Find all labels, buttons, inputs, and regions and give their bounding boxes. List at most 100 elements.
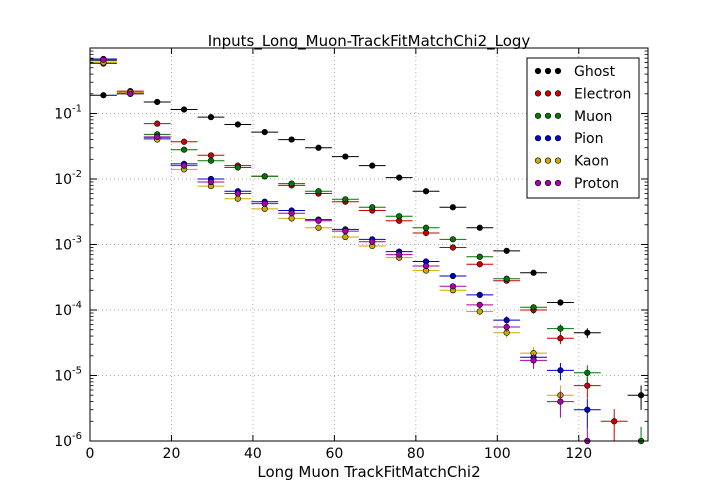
x-tick-label: 20 xyxy=(163,446,181,462)
data-point xyxy=(100,92,107,99)
legend-marker xyxy=(534,90,542,97)
data-point xyxy=(449,272,457,280)
data-point xyxy=(154,98,161,106)
y-tick-label: 10-5 xyxy=(54,366,82,385)
data-point xyxy=(530,269,537,276)
data-point xyxy=(476,291,483,299)
data-point xyxy=(315,217,322,224)
data-point xyxy=(584,382,591,389)
data-point xyxy=(207,152,215,159)
legend-marker xyxy=(554,135,562,142)
data-point xyxy=(288,215,295,222)
legend: Ghost Electron Muon Pion Kaon Proton xyxy=(526,57,640,199)
data-point xyxy=(396,213,403,220)
data-point xyxy=(476,261,483,268)
y-tick-exponent: -3 xyxy=(72,235,82,246)
data-point xyxy=(342,233,349,241)
legend-label: Kaon xyxy=(574,154,609,170)
data-point xyxy=(557,325,564,332)
data-point xyxy=(234,121,241,128)
data-point xyxy=(476,224,483,231)
legend-item-pion: Pion xyxy=(534,131,603,147)
data-point xyxy=(180,138,188,145)
data-point xyxy=(503,323,510,331)
legend-marker xyxy=(534,179,542,187)
data-point xyxy=(342,196,349,203)
data-point xyxy=(422,262,430,270)
legend-item-muon: Muon xyxy=(534,109,612,125)
legend-marker xyxy=(554,157,562,164)
legend-label: Proton xyxy=(574,176,619,192)
data-point xyxy=(261,205,268,212)
y-tick-base: 10 xyxy=(54,434,72,450)
data-point xyxy=(369,238,376,245)
legend-marker xyxy=(534,112,542,119)
data-point xyxy=(369,162,376,169)
data-point xyxy=(530,357,537,364)
data-point xyxy=(127,90,134,97)
data-point xyxy=(180,106,188,113)
legend-marker xyxy=(554,90,562,97)
legend-marker xyxy=(554,179,562,187)
legend-marker xyxy=(554,112,562,119)
data-point xyxy=(207,114,215,121)
x-tick-label: 80 xyxy=(407,446,425,462)
data-point xyxy=(369,204,376,211)
data-point xyxy=(422,229,430,237)
data-point xyxy=(207,157,215,164)
legend-marker xyxy=(544,90,552,97)
data-point xyxy=(288,180,295,187)
data-point xyxy=(637,392,645,399)
data-point xyxy=(557,335,564,342)
data-point xyxy=(449,283,457,290)
y-tick-label: 10-4 xyxy=(54,300,82,319)
data-point xyxy=(234,164,241,171)
legend-marker xyxy=(534,135,542,142)
legend-item-kaon: Kaon xyxy=(534,154,609,170)
x-tick-label: 0 xyxy=(86,446,95,462)
x-axis-label: Long Muon TrackFitMatchChi2 xyxy=(257,463,480,481)
data-point xyxy=(180,162,188,169)
data-point xyxy=(557,299,564,306)
data-point xyxy=(342,153,349,160)
legend-label: Electron xyxy=(574,86,631,102)
y-tick-base: 10 xyxy=(54,303,72,319)
data-point xyxy=(476,253,483,260)
y-tick-exponent: -2 xyxy=(72,169,82,180)
y-tick-base: 10 xyxy=(54,238,72,254)
y-tick-exponent: -1 xyxy=(72,104,82,115)
data-point xyxy=(315,188,322,195)
y-tick-base: 10 xyxy=(54,172,72,188)
data-point xyxy=(584,329,591,336)
x-tick-label: 40 xyxy=(244,446,262,462)
data-point xyxy=(315,144,322,151)
data-point xyxy=(557,398,564,405)
y-tick-label: 10-2 xyxy=(54,169,82,188)
data-point xyxy=(100,56,107,63)
data-point xyxy=(476,308,483,315)
data-point xyxy=(584,406,591,413)
legend-marker xyxy=(544,112,552,119)
data-point xyxy=(234,195,241,202)
data-point xyxy=(503,275,510,282)
data-point xyxy=(449,244,457,251)
data-point xyxy=(261,129,268,136)
legend-marker xyxy=(544,67,552,75)
data-point xyxy=(422,188,430,195)
data-point xyxy=(315,224,322,231)
data-point xyxy=(503,317,510,324)
legend-marker xyxy=(544,179,552,187)
legend-item-ghost: Ghost xyxy=(534,64,616,80)
data-point xyxy=(288,136,295,143)
y-tick-exponent: -6 xyxy=(72,431,82,442)
data-point xyxy=(449,204,457,211)
data-point xyxy=(476,301,483,308)
data-point xyxy=(557,367,564,374)
legend-box xyxy=(526,57,640,199)
data-point xyxy=(154,120,161,127)
legend-marker xyxy=(544,135,552,142)
legend-marker xyxy=(534,157,542,164)
data-point xyxy=(396,174,403,181)
